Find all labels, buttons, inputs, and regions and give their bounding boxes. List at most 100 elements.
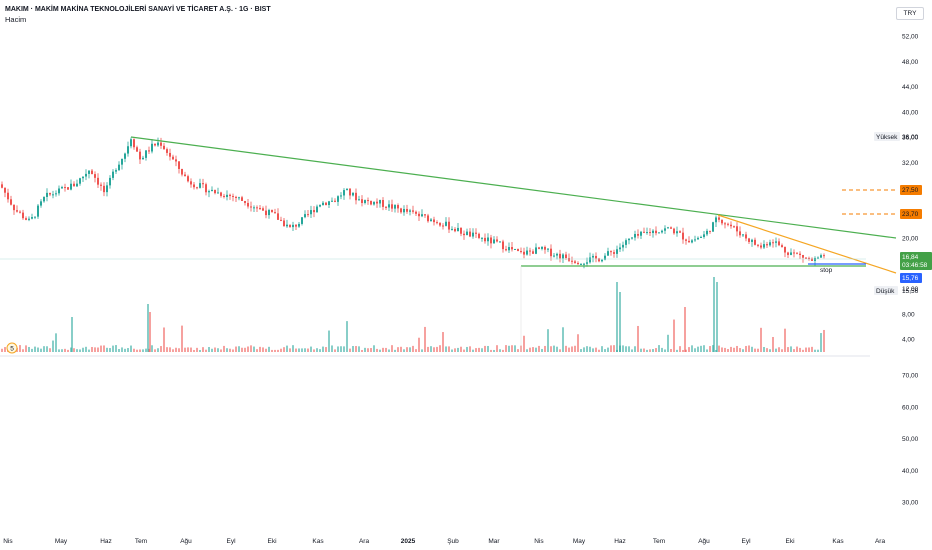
volume-bar <box>361 349 363 352</box>
candle-body <box>298 223 300 227</box>
volume-bar <box>358 346 360 352</box>
candle-body <box>454 228 456 232</box>
candle-body <box>145 150 147 158</box>
low-value: 15,56 <box>902 288 919 295</box>
volume-bar <box>466 346 468 352</box>
candle-body <box>292 224 294 228</box>
volume-bar <box>91 346 93 352</box>
volume-bar <box>583 347 585 352</box>
descending-trendline[interactable] <box>130 136 897 239</box>
volume-bar <box>220 349 222 352</box>
candle-body <box>88 170 90 174</box>
volume-bar <box>379 349 381 352</box>
candle-body <box>634 233 636 238</box>
low-label-badge-text: Düşük <box>876 288 895 295</box>
candle-body <box>157 142 159 146</box>
candle-body <box>622 244 624 248</box>
candle-body <box>643 231 645 233</box>
volume-bar <box>64 348 66 352</box>
orange-trendline[interactable] <box>717 214 897 274</box>
candle-body <box>142 157 144 160</box>
candle-body <box>517 248 519 252</box>
volume-bar <box>463 349 465 352</box>
volume-bar <box>436 346 438 352</box>
candle-body <box>601 259 603 262</box>
volume-axis-label: 50,00 <box>902 436 919 443</box>
candle-body <box>661 230 663 233</box>
candle-body <box>682 232 684 240</box>
high-label-badge <box>874 132 900 141</box>
candle-body <box>790 252 792 255</box>
volume-bar <box>67 349 69 352</box>
candle-body <box>757 244 759 246</box>
volume-bar <box>640 348 642 352</box>
candle-body <box>241 197 243 201</box>
candle-body <box>505 249 507 251</box>
volume-bar <box>808 347 810 352</box>
candle-body <box>154 143 156 146</box>
candle-body <box>469 231 471 237</box>
volume-bar <box>112 345 114 352</box>
candle-body <box>94 174 96 178</box>
volume-bar <box>298 348 300 352</box>
volume-bar <box>145 348 147 352</box>
candle-body <box>106 185 108 193</box>
volume-spike <box>616 282 618 352</box>
volume-indicator-label[interactable]: Hacim <box>5 15 27 24</box>
candle-body <box>712 222 714 232</box>
volume-bar <box>193 349 195 352</box>
volume-bar <box>334 349 336 352</box>
candle-body <box>574 261 576 263</box>
currency-button[interactable]: TRY <box>896 7 924 20</box>
candle-body <box>67 187 69 190</box>
volume-bar <box>403 349 405 352</box>
candle-body <box>259 207 261 209</box>
volume-bar <box>448 346 450 352</box>
volume-bar <box>406 347 408 352</box>
volume-bar <box>283 347 285 352</box>
candle-body <box>418 213 420 217</box>
candle-body <box>178 161 180 169</box>
volume-bar <box>118 348 120 352</box>
candle-body <box>16 210 18 212</box>
volume-bar <box>784 328 786 352</box>
volume-bar <box>772 336 774 352</box>
candle-body <box>229 194 231 196</box>
volume-bar <box>580 349 582 352</box>
volume-bar <box>100 345 102 352</box>
volume-bar <box>682 349 684 352</box>
candle-body <box>811 258 813 261</box>
volume-bar <box>757 348 759 352</box>
volume-bar <box>208 347 210 352</box>
candle-body <box>376 201 378 204</box>
event-marker-icon[interactable] <box>6 342 18 354</box>
candle-body <box>523 251 525 255</box>
candle-body <box>109 177 111 186</box>
candle-body <box>583 263 585 265</box>
volume-bar <box>352 346 354 352</box>
candle-body <box>697 237 699 240</box>
candle-body <box>364 200 366 203</box>
candle-body <box>343 190 345 196</box>
volume-bar <box>676 349 678 352</box>
candle-body <box>706 230 708 235</box>
volume-bar <box>532 347 534 352</box>
candle-body <box>385 206 387 208</box>
candle-body <box>79 178 81 184</box>
stop-badge <box>900 273 922 283</box>
candle-body <box>529 250 531 252</box>
candle-body <box>472 232 474 237</box>
volume-bar <box>475 348 477 352</box>
symbol-title[interactable]: MAKIM · MAKİM MAKİNA TEKNOLOJİLERİ SANAY… <box>5 6 271 13</box>
volume-bar <box>571 346 573 352</box>
candle-body <box>202 183 204 185</box>
candle-body <box>70 183 72 190</box>
volume-bar <box>679 346 681 352</box>
volume-bar <box>418 337 420 352</box>
candle-body <box>367 200 369 202</box>
candle-body <box>511 247 513 250</box>
candle-body <box>724 223 726 225</box>
candle-body <box>565 254 567 259</box>
volume-bar <box>310 346 312 352</box>
